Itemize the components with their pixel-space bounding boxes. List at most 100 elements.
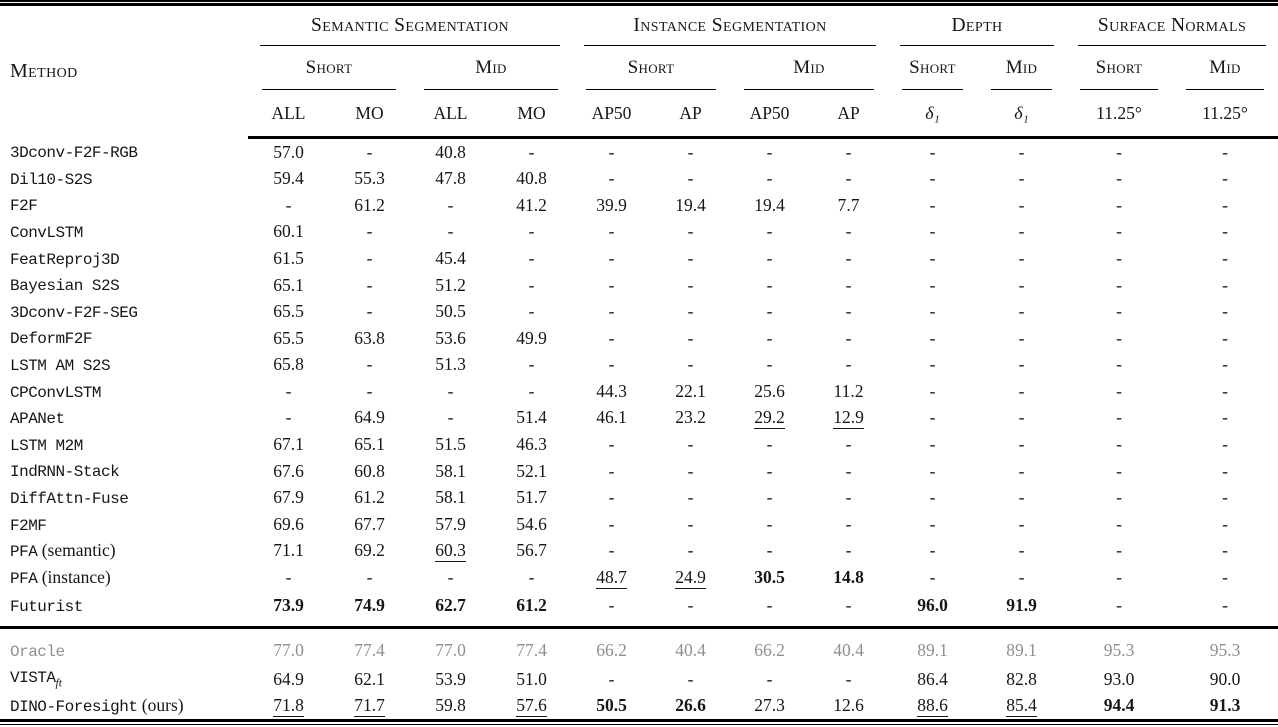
cell-value: - [730,485,809,512]
cell-value: - [977,538,1066,565]
value-text: - [1116,168,1122,189]
value-text: - [766,221,773,242]
cell-value: - [329,378,410,405]
cell-value: - [1172,245,1278,272]
value-text: - [608,513,615,534]
cell-value: - [1066,405,1172,432]
cell-value: 12.6 [809,693,888,720]
value-text: 96.0 [917,595,948,616]
cell-value: 60.1 [248,219,329,246]
cell-value: - [329,138,410,166]
subgroup-header-surface-normals-mid: Mid [1172,46,1278,90]
cell-value: 57.0 [248,138,329,166]
value-text: - [687,221,694,242]
value-text: - [608,354,615,375]
value-text: - [1222,194,1228,215]
cell-value: - [329,352,410,379]
table-row-apanet: APANet - 64.9 - 51.4 46.1 23.2 29.2 12.9 - - - - [0,405,1278,432]
cell-value: - [248,405,329,432]
value-text: 52.1 [516,460,547,481]
cell-value: - [1066,458,1172,485]
cell-value: - [977,219,1066,246]
value-text: 90.0 [1209,668,1241,689]
value-text: 56.7 [516,540,547,561]
value-text: - [366,141,373,162]
cell-value: 53.6 [410,325,491,352]
cell-value: - [977,511,1066,538]
table-row-bayesian-s2s: Bayesian S2S 65.1 - 51.2 - - - - - - - - - [0,272,1278,299]
cell-value: 95.3 [1172,628,1278,667]
cell-value: - [1172,192,1278,219]
table-row-dino-foresight-ours: DINO-Foresight (ours) 71.8 71.7 59.8 57.6 50.… [0,693,1278,720]
value-text: 64.9 [273,668,304,689]
cell-value: - [410,219,491,246]
value-text: - [929,141,936,162]
cell-value: 12.9 [809,405,888,432]
method-name: 3Dconv-F2F-RGB [0,138,248,166]
cell-value: - [410,192,491,219]
cell-value: 90.0 [1172,666,1278,693]
cell-value: - [730,666,809,693]
cell-value: - [329,565,410,592]
cell-value: - [651,485,730,512]
value-text: - [687,168,694,189]
cell-value: 89.1 [888,628,977,667]
value-text: 89.1 [917,640,948,661]
table-row-3dconv-f2f-rgb: 3Dconv-F2F-RGB 57.0 - 40.8 - - - - - - - - - [0,138,1278,166]
cell-value: 65.8 [248,352,329,379]
value-text: - [447,194,454,215]
value-text: - [845,487,852,508]
cell-value: - [1172,485,1278,512]
value-text: 61.2 [354,194,385,215]
method-name: Oracle [0,628,248,667]
value-text: 7.7 [837,194,860,215]
cell-value: - [809,485,888,512]
cell-value: - [888,192,977,219]
cell-value: - [977,458,1066,485]
cell-value: - [651,245,730,272]
value-text: 62.7 [435,595,466,616]
cell-value: - [809,458,888,485]
value-text: 61.2 [516,595,547,616]
method-name: PFA (semantic) [0,538,248,565]
method-name-text: Dil10-S2S [10,170,92,189]
value-text: - [1018,540,1025,561]
cell-value: 71.7 [329,693,410,720]
value-text: - [1116,247,1122,268]
cell-value: - [730,299,809,326]
cell-value: - [572,299,651,326]
value-text: 60.1 [273,221,304,242]
value-text: - [929,168,936,189]
value-text: - [1222,247,1228,268]
cell-value: 58.1 [410,485,491,512]
cell-value: - [730,538,809,565]
value-text: 41.2 [516,194,547,215]
value-text: - [687,327,694,348]
method-name-text: DeformF2F [10,330,92,349]
value-text: 71.1 [273,540,304,561]
method-name-text: IndRNN-Stack [10,463,120,482]
metric-header-all: ALL [248,90,329,139]
value-text: 77.4 [516,640,547,661]
cell-value: - [730,138,809,166]
value-text: 94.4 [1103,695,1135,716]
cell-value: - [730,245,809,272]
value-text: - [1018,168,1025,189]
value-text: 60.8 [354,460,385,481]
value-text: 53.6 [435,327,466,348]
cell-value: - [977,565,1066,592]
value-text: - [1018,513,1025,534]
metric-header-mo: MO [329,90,410,139]
cell-value: - [651,219,730,246]
value-text: - [766,247,773,268]
value-text: 40.8 [435,141,466,162]
cell-value: - [730,511,809,538]
value-text: - [447,221,454,242]
value-text: - [766,354,773,375]
method-name-text: Oracle [10,643,65,662]
value-text: - [845,595,852,616]
value-text: - [929,434,936,455]
cell-value: - [977,352,1066,379]
cell-value: - [410,405,491,432]
cell-value: - [809,272,888,299]
